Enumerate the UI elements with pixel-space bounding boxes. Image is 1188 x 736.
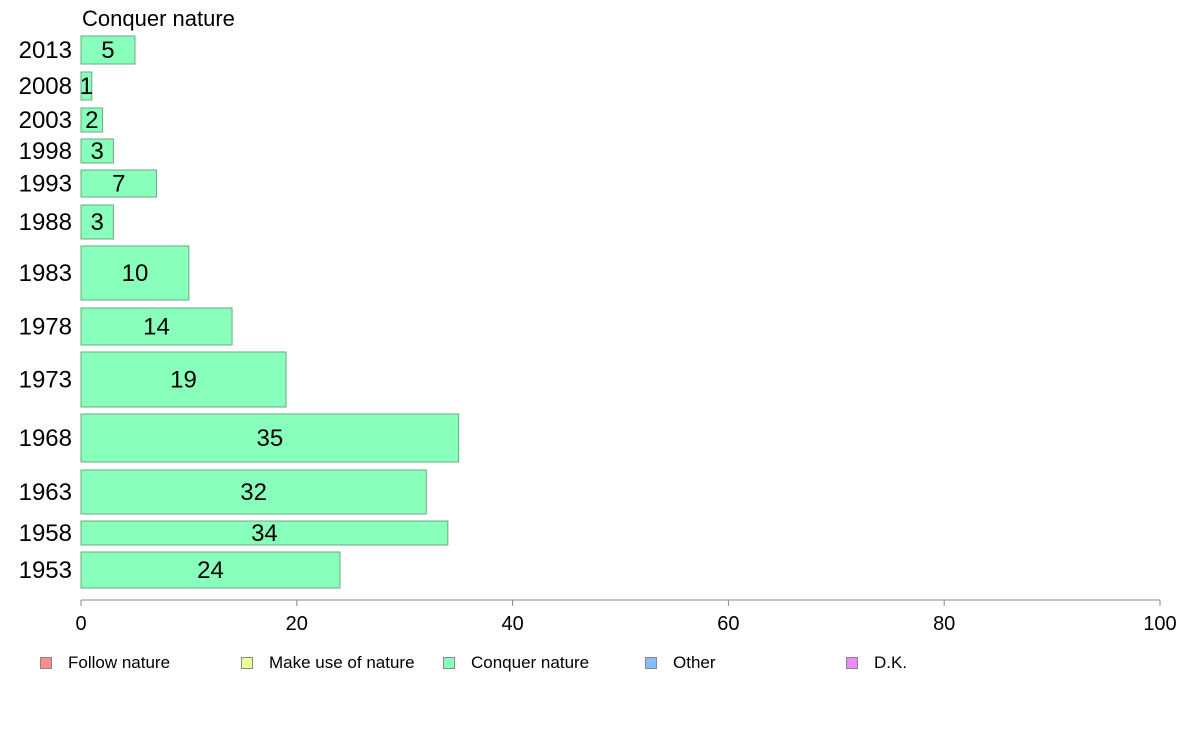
legend-label: Other <box>673 653 716 672</box>
bar-value-label: 10 <box>122 260 149 287</box>
y-tick-label: 2003 <box>19 107 72 134</box>
bar-value-label: 14 <box>143 314 170 341</box>
bar-value-label: 7 <box>112 171 125 198</box>
bar-value-label: 5 <box>101 37 114 64</box>
y-tick-label: 2008 <box>19 73 72 100</box>
y-tick-label: 1968 <box>19 425 72 452</box>
bar-value-label: 3 <box>91 209 104 236</box>
legend-swatch <box>40 657 52 669</box>
bar-value-label: 24 <box>197 557 224 584</box>
y-tick-labels: 2013 2008 2003 1998 1993 1988 1983 1978 1973 1968… <box>19 37 72 584</box>
legend-label: Conquer nature <box>471 653 590 672</box>
y-tick-label: 1988 <box>19 209 72 236</box>
y-tick-label: 1958 <box>19 520 72 547</box>
y-tick-label: 1983 <box>19 260 72 287</box>
x-tick-label: 20 <box>286 613 308 635</box>
bar-2003 <box>80 107 104 133</box>
bar-value-label: 32 <box>240 479 267 506</box>
legend-swatch <box>241 657 253 669</box>
y-tick-label: 1963 <box>19 479 72 506</box>
bar-value-label: 34 <box>251 520 278 547</box>
bar-1998 <box>80 138 114 164</box>
y-tick-label: 2013 <box>19 37 72 64</box>
bar-value-label: 3 <box>91 138 104 165</box>
legend-label: D.K. <box>874 653 908 672</box>
bar-1958 <box>80 520 449 546</box>
legend-item-dk: D.K. <box>846 652 907 674</box>
bar-2008 <box>80 71 93 101</box>
y-tick-label: 1993 <box>19 171 72 198</box>
legend-swatch <box>443 657 455 669</box>
legend: Follow nature Make use of nature Conquer… <box>40 652 1160 676</box>
bar-1978 <box>80 307 233 346</box>
bar-1953 <box>80 551 341 589</box>
legend-label: Follow nature <box>68 653 171 672</box>
legend-item-other: Other <box>645 652 716 674</box>
x-tick-label: 100 <box>1143 613 1176 635</box>
legend-item-follow-nature: Follow nature <box>40 652 170 674</box>
x-tick-label: 40 <box>501 613 523 635</box>
legend-item-conquer-nature: Conquer nature <box>443 652 589 674</box>
legend-item-make-use-of-nature: Make use of nature <box>241 652 415 674</box>
legend-swatch <box>846 657 858 669</box>
bar-1973 <box>80 351 287 408</box>
bar-2013 <box>80 35 136 65</box>
bar-value-label: 19 <box>170 367 197 394</box>
y-tick-label: 1978 <box>19 314 72 341</box>
legend-swatch <box>645 657 657 669</box>
bar-1983 <box>80 245 190 301</box>
y-tick-label: 1998 <box>19 138 72 165</box>
bar-1963 <box>80 469 427 515</box>
y-tick-label: 1953 <box>19 557 72 584</box>
bar-value-label: 2 <box>85 107 98 134</box>
x-tick-label: 0 <box>75 613 86 635</box>
bar-1968 <box>80 413 460 463</box>
y-tick-label: 1973 <box>19 367 72 394</box>
x-axis: 0 20 40 60 80 100 <box>75 599 1177 635</box>
legend-label: Make use of nature <box>269 653 415 672</box>
bar-value-label: 1 <box>80 73 93 100</box>
bar-1993 <box>80 169 158 198</box>
x-tick-label: 60 <box>717 613 739 635</box>
x-tick-label: 80 <box>933 613 955 635</box>
bar-1988 <box>80 204 114 240</box>
panel-title: Conquer nature <box>82 6 235 31</box>
bar-value-label: 35 <box>256 425 283 452</box>
